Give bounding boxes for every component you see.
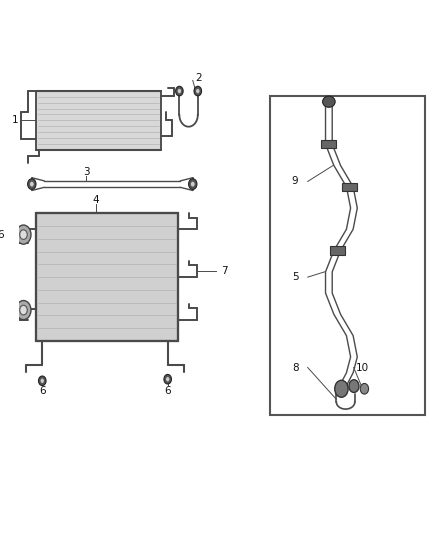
Text: 10: 10 — [356, 362, 369, 373]
Bar — [330, 246, 345, 255]
Bar — [342, 182, 357, 191]
Bar — [36, 91, 162, 150]
Text: 6: 6 — [0, 230, 4, 240]
Text: 4: 4 — [92, 195, 99, 205]
Circle shape — [191, 182, 194, 187]
Circle shape — [41, 378, 44, 383]
Circle shape — [30, 182, 34, 187]
Text: 6: 6 — [164, 386, 171, 397]
Circle shape — [11, 273, 18, 281]
Text: 6: 6 — [39, 386, 46, 397]
Circle shape — [194, 86, 201, 96]
Text: 2: 2 — [196, 73, 202, 83]
Bar — [270, 96, 425, 415]
Circle shape — [164, 374, 171, 384]
Text: 9: 9 — [292, 176, 298, 187]
Circle shape — [196, 89, 199, 93]
Circle shape — [13, 275, 16, 279]
Circle shape — [20, 230, 27, 239]
Circle shape — [39, 376, 46, 385]
Circle shape — [20, 305, 27, 315]
Circle shape — [335, 380, 348, 397]
Circle shape — [16, 301, 31, 320]
Circle shape — [28, 179, 36, 189]
Bar — [36, 213, 178, 341]
Circle shape — [166, 377, 170, 381]
Bar — [321, 140, 336, 149]
Ellipse shape — [323, 96, 335, 107]
Text: 3: 3 — [83, 167, 89, 177]
Circle shape — [349, 379, 359, 392]
Text: 1: 1 — [12, 115, 18, 125]
Circle shape — [16, 225, 31, 244]
Circle shape — [189, 179, 197, 189]
Circle shape — [176, 86, 183, 96]
Text: 7: 7 — [221, 266, 227, 276]
Text: 8: 8 — [292, 362, 298, 373]
Circle shape — [360, 383, 369, 394]
Circle shape — [178, 89, 181, 93]
Text: 5: 5 — [292, 272, 298, 282]
